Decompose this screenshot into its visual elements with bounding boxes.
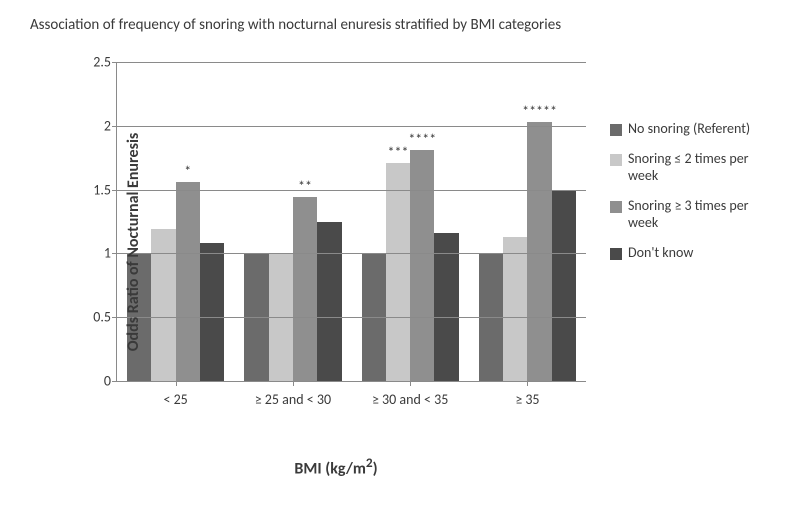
gridline — [117, 126, 586, 127]
xtick-mark — [527, 381, 528, 386]
bar: * — [176, 182, 200, 381]
bar: **** — [410, 150, 434, 381]
gridline — [117, 190, 586, 191]
ytick-mark — [112, 126, 117, 127]
bar-group: *******≥ 30 and < 35 — [352, 62, 469, 381]
legend-swatch — [610, 248, 622, 260]
legend-swatch — [610, 154, 622, 166]
ytick-mark — [112, 62, 117, 63]
xtick-label: ≥ 30 and < 35 — [372, 391, 448, 408]
legend-swatch — [610, 201, 622, 213]
bar-group: **≥ 25 and < 30 — [234, 62, 351, 381]
y-axis-title: Odds Ratio of Nocturnal Enuresis — [124, 133, 143, 352]
gridline — [117, 253, 586, 254]
legend-label: Snoring ≤ 2 times per week — [628, 150, 780, 185]
bar: ** — [293, 197, 317, 381]
xtick-label: ≥ 35 — [515, 391, 539, 408]
xtick-mark — [293, 381, 294, 386]
ytick-label: 1 — [104, 245, 111, 262]
ytick-mark — [112, 317, 117, 318]
ytick-label: 0.5 — [93, 309, 111, 326]
bar — [552, 191, 576, 381]
bar — [317, 222, 341, 382]
legend-label: Snoring ≥ 3 times per week — [628, 197, 780, 232]
bar — [200, 243, 224, 381]
bar: ***** — [527, 122, 551, 381]
legend-item: Snoring ≤ 2 times per week — [610, 150, 780, 185]
plot-region: *< 25**≥ 25 and < 30*******≥ 30 and < 35… — [116, 62, 586, 382]
bar: *** — [386, 163, 410, 381]
gridline — [117, 62, 586, 63]
bar-groups: *< 25**≥ 25 and < 30*******≥ 30 and < 35… — [117, 62, 586, 381]
legend-item: Snoring ≥ 3 times per week — [610, 197, 780, 232]
legend-label: No snoring (Referent) — [628, 120, 750, 138]
legend-label: Don't know — [628, 244, 693, 262]
bar-annotation: **** — [408, 131, 436, 148]
bar-annotation: ** — [298, 178, 312, 195]
xtick-mark — [176, 381, 177, 386]
ytick-mark — [112, 253, 117, 254]
bar — [503, 237, 527, 381]
bar — [151, 229, 175, 381]
bar-annotation: *** — [388, 144, 409, 161]
ytick-mark — [112, 381, 117, 382]
xtick-label: ≥ 25 and < 30 — [255, 391, 331, 408]
gridline — [117, 317, 586, 318]
legend-item: No snoring (Referent) — [610, 120, 780, 138]
xtick-mark — [410, 381, 411, 386]
ytick-label: 1.5 — [93, 181, 111, 198]
bar-annotation: * — [184, 163, 191, 180]
ytick-label: 2.5 — [93, 54, 111, 71]
chart-area: *< 25**≥ 25 and < 30*******≥ 30 and < 35… — [86, 62, 586, 422]
ytick-mark — [112, 190, 117, 191]
bar-annotation: ***** — [522, 103, 557, 120]
chart-title: Association of frequency of snoring with… — [30, 16, 561, 34]
x-axis-title: BMI (kg/m2) — [294, 454, 377, 478]
bar-group: *****≥ 35 — [469, 62, 586, 381]
bar — [434, 233, 458, 381]
legend-swatch — [610, 124, 622, 136]
xtick-label: < 25 — [163, 391, 187, 408]
legend: No snoring (Referent) Snoring ≤ 2 times p… — [610, 120, 780, 273]
ytick-label: 0 — [104, 373, 111, 390]
legend-item: Don't know — [610, 244, 780, 262]
ytick-label: 2 — [104, 117, 111, 134]
